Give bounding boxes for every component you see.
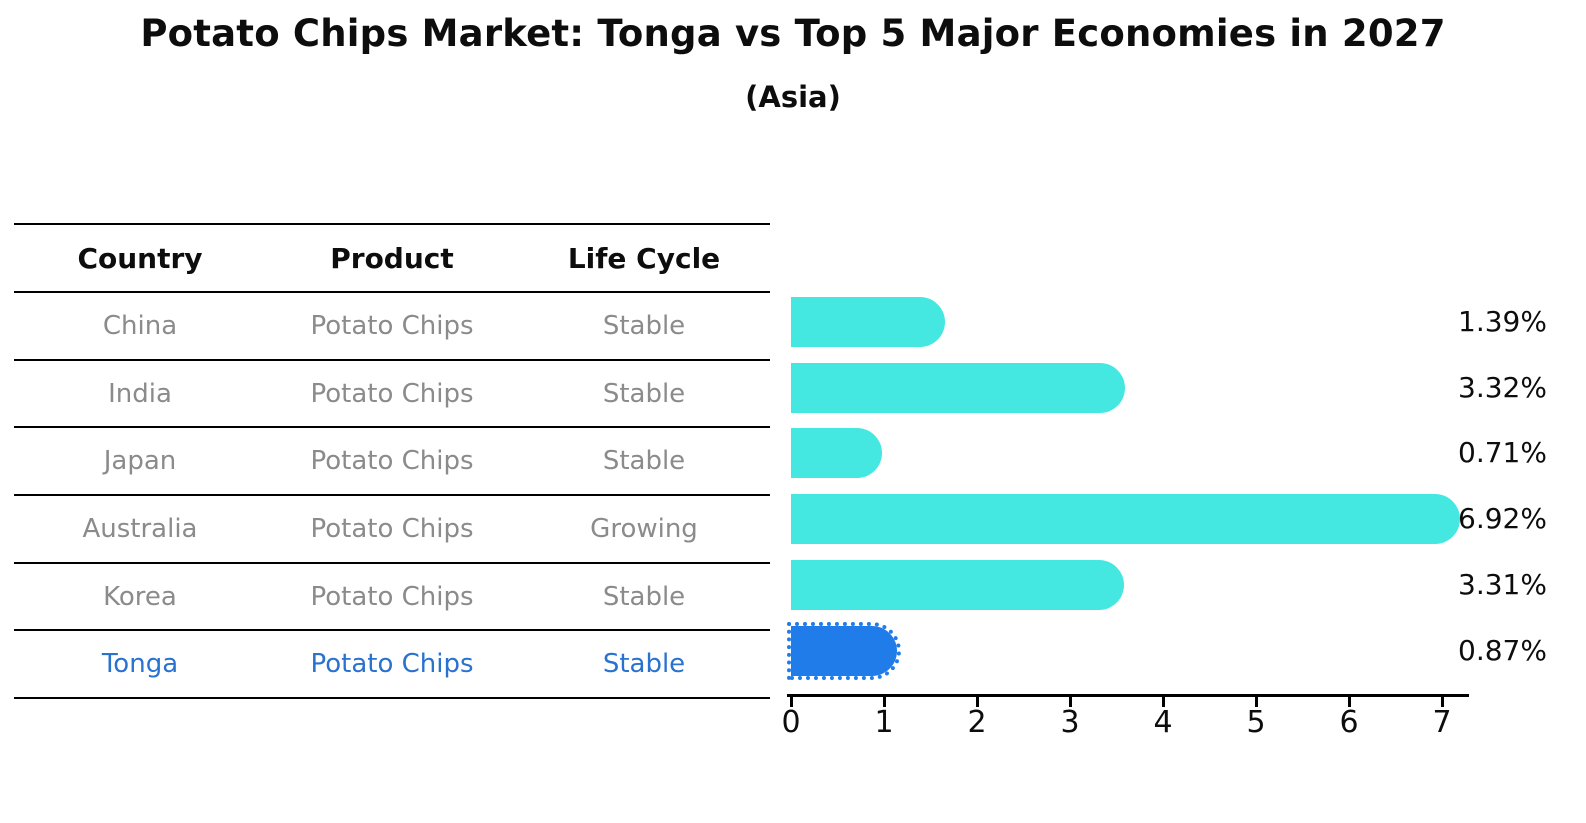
x-axis-tick-label: 5 [1246,705,1266,740]
table-row: Australia Potato Chips Growing [14,496,770,564]
cell-life_cycle: Growing [590,513,698,544]
cell-country: Japan [103,446,177,477]
x-axis-tick-label: 7 [1432,705,1452,740]
cell-country: Australia [82,513,198,544]
bar-value-label: 0.71% [1458,436,1547,470]
cell-product: Potato Chips [310,310,474,341]
x-axis-tick [1254,697,1258,707]
cell-life_cycle: Stable [602,446,686,477]
x-axis-tick [1347,697,1351,707]
x-axis-tick-label: 3 [1060,705,1080,740]
cell-country: Korea [103,581,177,612]
column-header-product: Product [330,241,454,275]
country-table: Country Product Life Cycle China Potato Chip… [14,223,770,700]
table-row: Japan Potato Chips Stable [14,428,770,497]
x-axis-tick-label: 6 [1339,705,1359,740]
cell-country: Tonga [101,649,179,680]
cell-life_cycle: Stable [602,649,686,680]
chart-title: Potato Chips Market: Tonga vs Top 5 Majo… [140,12,1446,55]
bar-india [791,362,1125,413]
bar-korea [791,559,1124,610]
x-axis-tick [789,697,793,707]
bar-value-label: 0.87% [1458,633,1547,667]
table-row: China Potato Chips Stable [14,293,770,361]
cell-product: Potato Chips [310,513,474,544]
bar-china [791,297,946,347]
chart-subtitle: (Asia) [745,80,841,114]
cell-product: Potato Chips [310,446,474,477]
x-axis-tick [975,697,979,707]
cell-product: Potato Chips [310,581,474,612]
x-axis-tick-label: 0 [781,705,801,740]
bar-value-label: 3.31% [1458,567,1547,601]
cell-life_cycle: Stable [602,378,686,409]
bar-value-label: 3.32% [1458,370,1547,404]
bar-value-label: 1.39% [1458,305,1547,338]
cell-country: China [102,310,178,341]
column-header-country: Country [77,241,203,275]
x-axis-tick-label: 2 [967,705,987,740]
cell-life_cycle: Stable [602,581,686,612]
x-axis-line [787,694,1469,697]
cell-life_cycle: Stable [602,310,686,341]
cell-country: India [108,378,172,409]
bar-australia [791,494,1460,545]
x-axis-tick-label: 4 [1153,705,1173,740]
table-header-row: Country Product Life Cycle [14,225,770,293]
table-row: India Potato Chips Stable [14,361,770,429]
x-axis-tick [1161,697,1165,707]
x-axis-tick [1440,697,1444,707]
column-header-life_cycle: Life Cycle [567,241,721,275]
bar-japan [791,428,883,479]
x-axis-tick [882,697,886,707]
x-axis-tick [1068,697,1072,707]
x-axis-tick-label: 1 [874,705,894,740]
cell-product: Potato Chips [310,378,474,409]
bar-tonga [787,621,901,680]
table-row: Tonga Potato Chips Stable [14,631,770,700]
cell-product: Potato Chips [310,649,474,680]
table-row: Korea Potato Chips Stable [14,564,770,632]
bar-value-label: 6.92% [1458,502,1547,536]
